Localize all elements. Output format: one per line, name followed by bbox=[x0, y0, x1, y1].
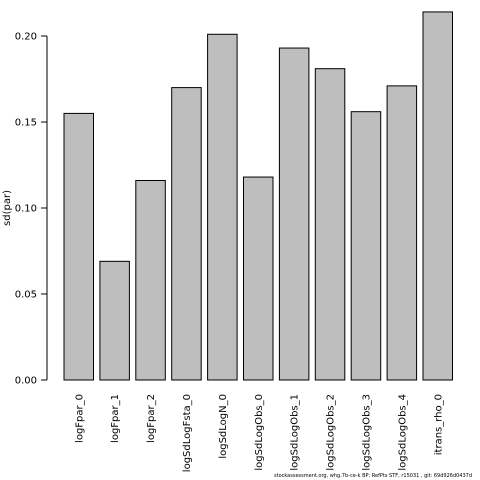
x-tick-label: logSdLogN_0 bbox=[218, 394, 229, 459]
x-axis-labels: logFpar_0 logFpar_1 logFpar_2 logSdLogFsta_… bbox=[74, 394, 444, 472]
x-tick-label: logSdLogObs_4 bbox=[397, 394, 408, 471]
y-tick-label: 0.00 bbox=[15, 376, 37, 387]
bar-logSdLogN_0 bbox=[207, 33, 238, 381]
bars-group bbox=[63, 11, 453, 381]
y-tick-label: 0.15 bbox=[15, 118, 37, 129]
bar-logFpar_2 bbox=[135, 179, 166, 381]
bar-logSdLogObs_3 bbox=[350, 111, 382, 381]
y-tick-label: 0.20 bbox=[15, 32, 37, 43]
y-axis-title: sd(par) bbox=[2, 190, 13, 226]
x-tick-label: logSdLogFsta_0 bbox=[182, 394, 193, 472]
bar-logSdLogObs_1 bbox=[278, 47, 310, 381]
bar-logFpar_0 bbox=[63, 112, 94, 381]
x-tick-label: logFpar_2 bbox=[146, 394, 157, 443]
y-axis: 0.00 0.05 0.10 0.15 0.20 bbox=[15, 32, 48, 387]
footer-text: stockassessment.org, whg.7b-ce-k BP: Ref… bbox=[274, 473, 473, 479]
bar-logSdLogFsta_0 bbox=[171, 87, 202, 381]
bar-logFpar_1 bbox=[99, 260, 130, 381]
x-tick-label: itrans_rho_0 bbox=[433, 394, 444, 455]
y-tick-label: 0.10 bbox=[15, 204, 37, 215]
bar-itrans_rho_0 bbox=[422, 11, 453, 381]
y-tick-label: 0.05 bbox=[15, 290, 37, 301]
bar-logSdLogObs_0 bbox=[243, 176, 274, 381]
x-tick-label: logFpar_0 bbox=[74, 394, 85, 443]
x-tick-label: logSdLogObs_2 bbox=[326, 394, 337, 471]
x-tick-label: logSdLogObs_0 bbox=[254, 394, 265, 471]
bar-logSdLogObs_4 bbox=[386, 85, 418, 381]
bar-logSdLogObs_2 bbox=[314, 68, 346, 381]
x-tick-label: logSdLogObs_3 bbox=[361, 394, 372, 471]
x-tick-label: logSdLogObs_1 bbox=[290, 394, 301, 471]
x-tick-label: logFpar_1 bbox=[110, 394, 121, 443]
